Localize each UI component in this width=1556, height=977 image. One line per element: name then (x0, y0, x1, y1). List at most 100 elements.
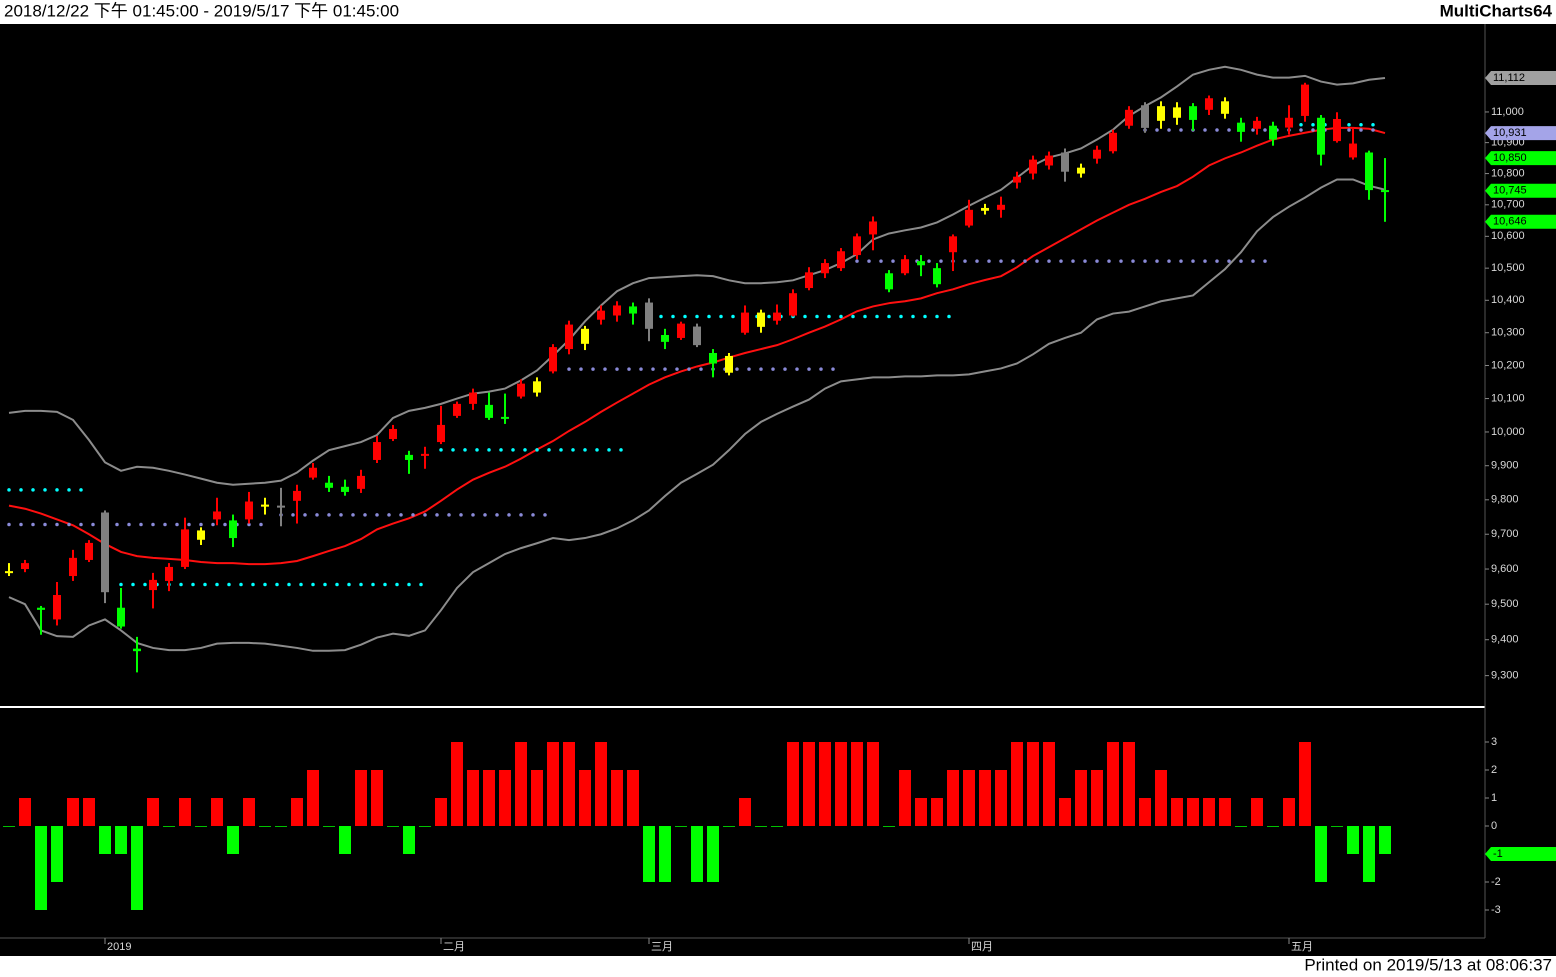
histogram-bar (851, 742, 863, 826)
histogram-bar (403, 826, 415, 854)
histogram-bar (563, 742, 575, 826)
candle-body (821, 263, 829, 274)
histogram-bar (451, 742, 463, 826)
candle-body (629, 306, 637, 314)
candle-body (885, 273, 893, 290)
histogram-bar (1075, 770, 1087, 826)
candle-body (37, 607, 45, 610)
candle-body (341, 486, 349, 492)
candle-body (613, 305, 621, 316)
histogram-bar (1219, 798, 1231, 826)
histogram-bar (67, 798, 79, 826)
candle-body (245, 501, 253, 520)
histogram-bar (1123, 742, 1135, 826)
candle-body (389, 428, 397, 440)
candle-body (965, 209, 973, 226)
histogram-bar (595, 742, 607, 826)
candle-body (869, 221, 877, 235)
candle-body (1189, 106, 1197, 120)
candle-body (901, 259, 909, 274)
histogram-bar (979, 770, 991, 826)
candle-body (1301, 84, 1309, 116)
candle-body (1093, 149, 1101, 159)
y-tick-label: 10,600 (1491, 230, 1525, 242)
candle-body (181, 529, 189, 567)
candle-body (229, 520, 237, 539)
histogram-bar (547, 742, 559, 826)
y-tick-label: 1 (1491, 792, 1497, 804)
histogram-bar (1203, 798, 1215, 826)
candle-body (293, 490, 301, 501)
candle-body (1285, 117, 1293, 128)
histogram-bar (1315, 826, 1327, 882)
histogram-bar (1299, 742, 1311, 826)
candle-body (101, 512, 109, 593)
histogram-bar (147, 798, 159, 826)
histogram-bar (1107, 742, 1119, 826)
histogram-bar (1011, 742, 1023, 826)
candle-body (1205, 98, 1213, 110)
x-tick-label: 2019 (107, 941, 131, 953)
band-line (8, 65, 1386, 486)
y-tick-label: 9,300 (1491, 670, 1519, 682)
candle-body (69, 557, 77, 577)
histogram-bar (1363, 826, 1375, 882)
candle-body (645, 302, 653, 329)
histogram-bar (1027, 742, 1039, 826)
price-tag-label: 10,850 (1493, 152, 1527, 164)
candle-body (565, 324, 573, 350)
price-tag-label: 10,931 (1493, 127, 1527, 139)
price-tag (1485, 847, 1556, 861)
histogram-bar (1155, 770, 1167, 826)
candle-body (533, 381, 541, 393)
y-tick-label: 9,600 (1491, 563, 1519, 575)
candle-body (1365, 152, 1373, 191)
histogram-bar (339, 826, 351, 854)
histogram-bar (3, 826, 15, 827)
histogram-bar (467, 770, 479, 826)
x-tick-label: 二月 (443, 941, 465, 953)
y-tick-label: 10,400 (1491, 294, 1525, 306)
date-range: 2018/12/22 下午 01:45:00 - 2019/5/17 下午 01… (4, 1, 399, 20)
histogram-bar (787, 742, 799, 826)
candle-body (1045, 155, 1053, 166)
histogram-bar (931, 798, 943, 826)
candle-body (197, 530, 205, 540)
y-tick-label: 10,300 (1491, 327, 1525, 339)
y-tick-label: -2 (1491, 876, 1501, 888)
histogram-bar (307, 770, 319, 826)
histogram-bar (1235, 826, 1247, 827)
histogram-bar (1379, 826, 1391, 854)
y-tick-label: 10,200 (1491, 359, 1525, 371)
histogram-bar (899, 770, 911, 826)
y-tick-label: 10,500 (1491, 262, 1525, 274)
histogram-bar (707, 826, 719, 882)
histogram-bar (419, 826, 431, 827)
histogram-bar (483, 770, 495, 826)
print-note: Printed on 2019/5/13 at 08:06:37 (1304, 955, 1552, 974)
candle-body (597, 310, 605, 320)
histogram-bar (883, 826, 895, 827)
histogram-bar (579, 770, 591, 826)
histogram-bar (355, 770, 367, 826)
histogram-bar (915, 798, 927, 826)
footer-bar (0, 956, 1556, 977)
price-tag-label: 10,646 (1493, 216, 1527, 228)
histogram-bar (1171, 798, 1183, 826)
candle-body (405, 454, 413, 460)
candle-body (53, 595, 61, 620)
candle-body (309, 467, 317, 478)
histogram-bar (755, 826, 767, 827)
histogram-bar (515, 742, 527, 826)
candle-body (853, 236, 861, 256)
candle-body (1125, 109, 1133, 126)
candle-body (997, 204, 1005, 210)
price-tag-label: 11,112 (1493, 72, 1525, 84)
histogram-bar (259, 826, 271, 827)
candle-body (517, 383, 525, 397)
candle-body (933, 268, 941, 285)
histogram-bar (1347, 826, 1359, 854)
y-tick-label: 2 (1491, 764, 1497, 776)
histogram-bar (819, 742, 831, 826)
